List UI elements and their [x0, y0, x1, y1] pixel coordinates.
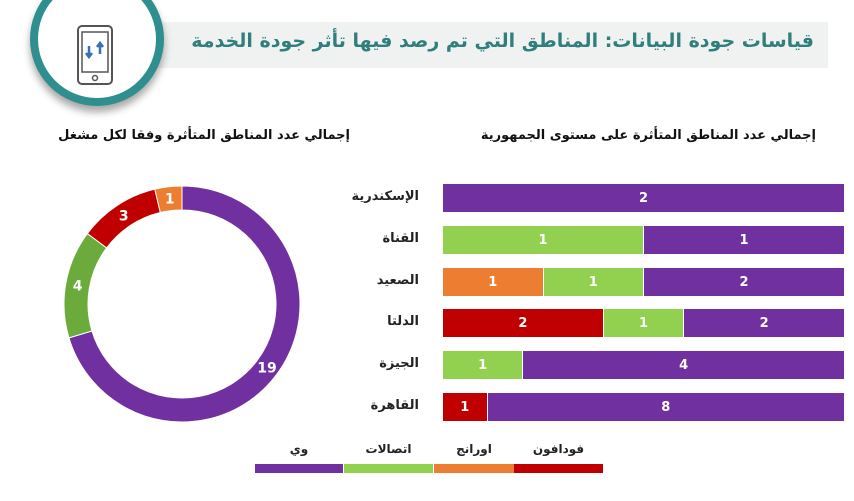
bar-segment-we: 2 — [644, 268, 845, 296]
bar-category-label: الصعيد — [376, 273, 419, 288]
legend-swatch-vodafone — [514, 464, 603, 473]
mobile-data-icon — [77, 25, 113, 85]
donut-slice-we — [68, 185, 301, 423]
donut-slice-orange — [154, 185, 183, 214]
bar-segment-we: 4 — [523, 351, 845, 379]
bar-segment-etisalat: 1 — [443, 226, 644, 254]
bar-segment-vodafone: 2 — [443, 309, 604, 337]
bar-segment-we: 2 — [684, 309, 845, 337]
header-icon-circle — [30, 0, 164, 106]
page-title: قياسات جودة البيانات: المناطق التي تم رص… — [191, 30, 814, 52]
bar-segment-etisalat: 1 — [543, 268, 644, 296]
bar-category-label: الدلتا — [387, 314, 419, 329]
donut-label: 4 — [73, 279, 83, 295]
legend-swatch-etisalat — [344, 464, 433, 473]
bar-segment-orange: 1 — [443, 268, 544, 296]
bar-segment-etisalat: 1 — [603, 309, 685, 337]
donut-label: 1 — [165, 192, 175, 208]
bar-chart-title: إجمالي عدد المناطق المتأثرة على مستوى ال… — [480, 128, 816, 143]
donut-chart: 19 4 3 1 — [63, 185, 301, 423]
legend-label: وي — [289, 442, 309, 456]
legend-label: فودافون — [532, 442, 585, 456]
bar-category-label: الإسكندرية — [351, 189, 419, 204]
header-band — [100, 22, 828, 68]
stacked-bar: 2 — [443, 184, 845, 212]
legend-label: اتصالات — [365, 442, 412, 456]
bar-segment-we: 8 — [487, 393, 845, 421]
bar-category-label: الجيزة — [379, 356, 419, 371]
donut-label: 19 — [257, 360, 276, 376]
bar-segment-etisalat: 1 — [443, 351, 524, 379]
bar-segment-we: 1 — [644, 226, 845, 254]
donut-label: 3 — [119, 208, 129, 224]
donut-chart-title: إجمالي عدد المناطق المتأثرة وفقا لكل مشغ… — [58, 128, 350, 143]
legend-label: اورانج — [456, 442, 492, 456]
bar-segment-we: 2 — [443, 184, 845, 212]
bar-category-label: القاهرة — [370, 398, 419, 413]
bar-category-label: القناة — [382, 231, 419, 246]
bar-segment-vodafone: 1 — [443, 393, 488, 421]
donut-slice-etisalat_donut — [63, 232, 108, 339]
legend-swatch-orange — [434, 464, 514, 473]
legend-swatch-we — [255, 464, 343, 473]
